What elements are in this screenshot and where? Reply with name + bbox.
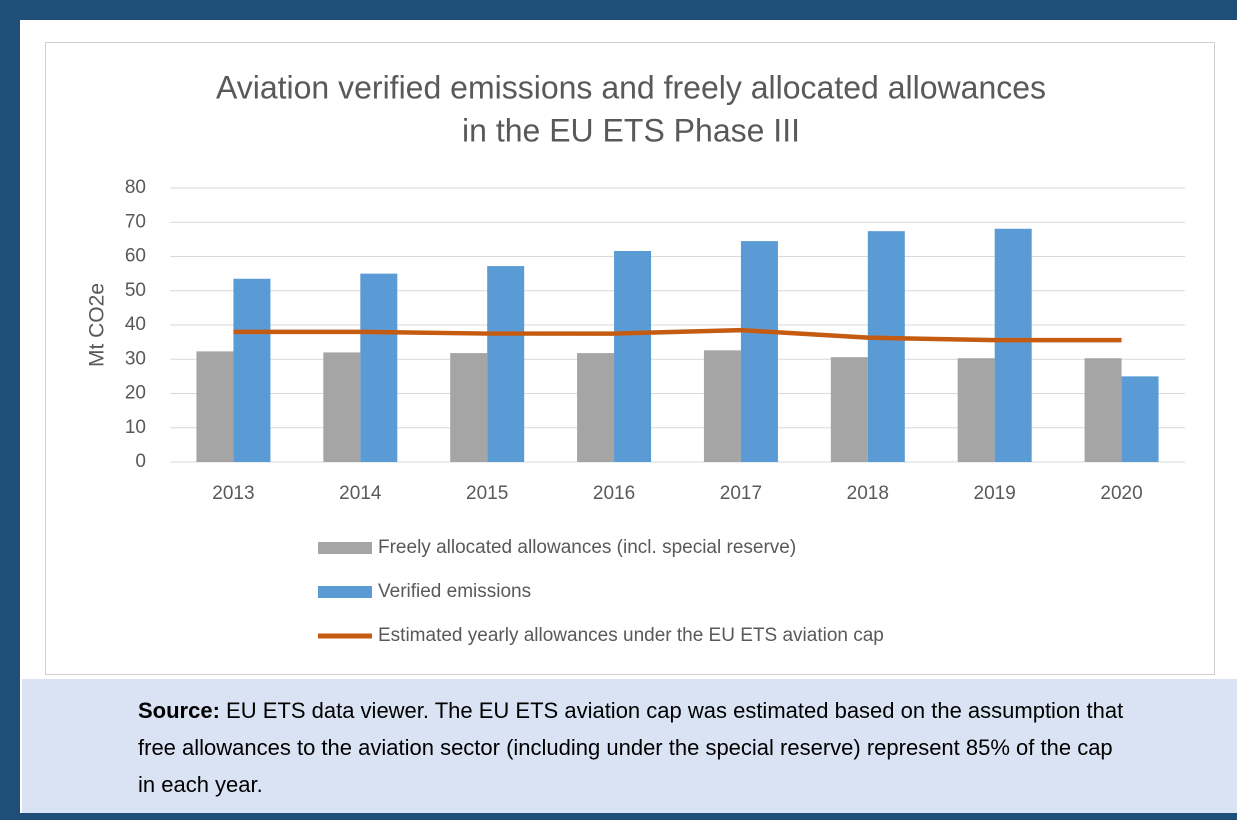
y-axis-label: Mt CO2e — [86, 283, 109, 367]
y-tick-label: 20 — [125, 383, 146, 404]
chart-title: in the EU ETS Phase III — [462, 112, 800, 148]
legend-swatch — [318, 542, 372, 554]
x-tick-label: 2016 — [593, 483, 635, 504]
y-tick-label: 50 — [125, 280, 146, 301]
bar — [323, 352, 361, 462]
bar — [450, 353, 488, 462]
x-tick-label: 2020 — [1100, 483, 1142, 504]
bar — [360, 273, 398, 462]
bar — [703, 350, 741, 462]
x-tick-label: 2018 — [847, 483, 889, 504]
x-tick-label: 2014 — [339, 483, 382, 504]
legend-label: Verified emissions — [378, 581, 531, 602]
bar — [994, 228, 1032, 462]
bar — [1084, 358, 1122, 462]
bar — [233, 278, 271, 462]
bar — [957, 358, 995, 462]
bar — [577, 353, 615, 462]
y-tick-label: 0 — [135, 451, 146, 472]
legend-label: Freely allocated allowances (incl. speci… — [378, 537, 796, 558]
y-tick-label: 80 — [125, 177, 146, 198]
frame — [0, 0, 1237, 20]
y-tick-label: 60 — [125, 246, 146, 267]
source-label: Source: — [138, 698, 220, 723]
chart: Aviation verified emissions and freely a… — [86, 69, 1185, 646]
source-text: Source: EU ETS data viewer. The EU ETS a… — [138, 692, 1128, 803]
bar — [614, 251, 652, 462]
y-tick-label: 70 — [125, 211, 146, 232]
bar — [1121, 376, 1159, 462]
x-tick-label: 2013 — [212, 483, 254, 504]
source-note: Source: EU ETS data viewer. The EU ETS a… — [22, 679, 1237, 813]
bar — [867, 231, 905, 462]
line — [233, 327, 1122, 343]
x-tick-label: 2017 — [720, 483, 762, 504]
chart-title: Aviation verified emissions and freely a… — [216, 69, 1046, 105]
y-tick-label: 10 — [125, 417, 146, 438]
source-body: EU ETS data viewer. The EU ETS aviation … — [138, 698, 1124, 797]
x-tick-label: 2019 — [974, 483, 1016, 504]
bar — [740, 241, 778, 462]
legend-label: Estimated yearly allowances under the EU… — [378, 625, 884, 646]
bar — [196, 351, 234, 462]
y-tick-label: 40 — [125, 314, 146, 335]
x-tick-label: 2015 — [466, 483, 508, 504]
y-tick-label: 30 — [125, 348, 146, 369]
bar — [830, 357, 868, 462]
frame — [0, 0, 20, 820]
frame — [0, 813, 1237, 820]
bar — [487, 266, 525, 462]
legend-swatch — [318, 586, 372, 598]
